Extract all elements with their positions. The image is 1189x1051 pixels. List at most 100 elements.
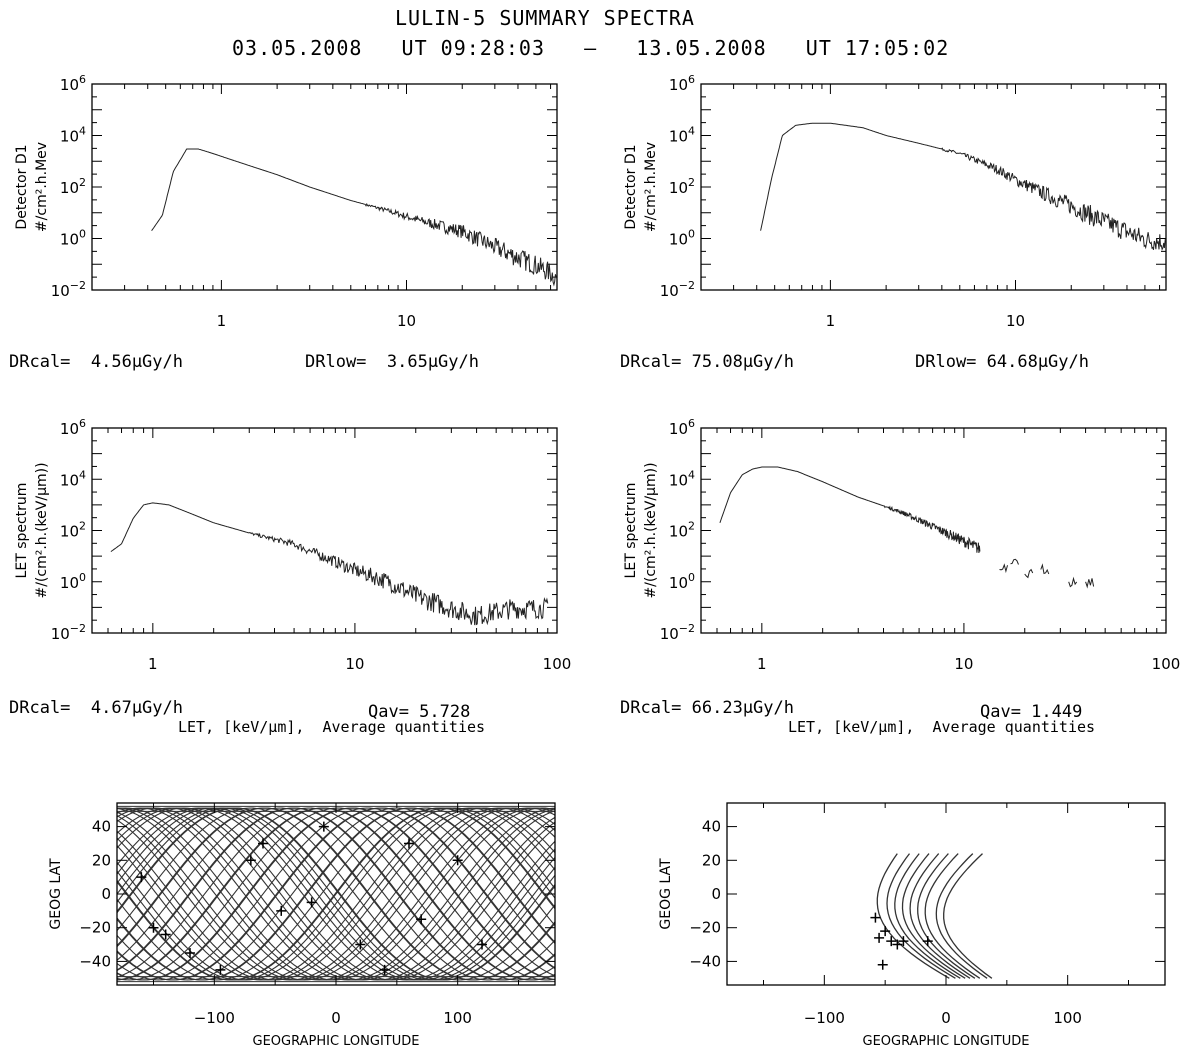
y-tick-label: 104 (60, 468, 86, 489)
plus-marker (379, 964, 390, 975)
y-tick-label: 10−2 (660, 279, 695, 300)
series-line (719, 466, 981, 554)
y-tick-label: −20 (79, 919, 111, 937)
plus-marker (477, 939, 487, 950)
ground-track (117, 807, 555, 981)
ground-track (117, 807, 555, 981)
y-axis-label: #/cm².h.Mev (34, 142, 50, 232)
ground-track (117, 807, 555, 981)
ground-track (117, 807, 555, 981)
ground-track (117, 807, 555, 981)
ground-track (117, 807, 555, 981)
qav-right-let: Qav= 1.449 (980, 702, 1083, 722)
plus-marker (185, 947, 195, 958)
plot-frame (700, 427, 1167, 634)
plus-marker (452, 855, 463, 866)
series-line (110, 502, 549, 626)
x-axis-label: GEOGRAPHIC LONGITUDE (253, 1034, 420, 1049)
panel-let-spectrum-left: 1 10 100 106 104 102 100 10−2 LET spectrum #/(cm²… (14, 417, 571, 673)
y-tick-label: 10−2 (660, 622, 695, 643)
drcal-left-let: DRcal= 4.67μGy/h (9, 698, 183, 718)
x-tick-label: 0 (941, 1009, 951, 1027)
plus-marker (215, 964, 226, 975)
y-axis-label: GEOG LAT (48, 858, 64, 930)
ground-track (117, 807, 555, 981)
qav-left-let: Qav= 5.728 (368, 702, 471, 722)
ground-track (117, 807, 555, 981)
y-tick-label: 20 (702, 851, 721, 869)
ground-track (935, 853, 988, 979)
y-tick-label: 0 (101, 885, 111, 903)
panel-deposited-energy-left: 1 10 106 104 102 100 10−2 Detector D1 #/cm².h.Me… (14, 73, 558, 330)
y-axis-label: #/(cm².h.(keV/μm)) (643, 462, 659, 598)
x-tick-label: 100 (543, 655, 572, 673)
ground-track (117, 807, 555, 981)
plus-marker (922, 936, 933, 947)
x-tick-label: 100 (1053, 1009, 1082, 1027)
y-tick-label: −40 (689, 952, 721, 970)
x-axis-label: GEOGRAPHIC LONGITUDE (863, 1034, 1030, 1049)
x-tick-label: 0 (331, 1009, 341, 1027)
ground-track (117, 807, 555, 981)
ground-track (117, 807, 555, 981)
plus-marker (880, 926, 891, 937)
series-fragment (1040, 563, 1050, 575)
y-tick-label: 40 (92, 818, 111, 836)
plus-marker (892, 939, 903, 950)
y-tick-label: 20 (92, 851, 111, 869)
plus-marker (898, 936, 909, 947)
drcal-right-let: DRcal= 66.23μGy/h (620, 698, 794, 718)
plus-marker (874, 932, 885, 943)
ground-track (901, 853, 966, 979)
x-tick-label: 10 (345, 655, 364, 673)
x-tick-label: 10 (1006, 312, 1025, 330)
y-tick-label: 100 (60, 571, 86, 592)
y-tick-label: 104 (60, 125, 86, 146)
ground-track (117, 807, 555, 981)
y-tick-label: −20 (689, 919, 721, 937)
y-tick-label: 100 (669, 228, 695, 249)
y-tick-label: 102 (60, 176, 86, 197)
let-caption-right: LET, [keV/μm], Average quantities (788, 718, 1096, 736)
x-tick-label: 100 (1152, 655, 1181, 673)
x-tick-label: 1 (826, 312, 836, 330)
ground-track (876, 853, 950, 979)
plus-marker (276, 905, 287, 916)
plot-frame (91, 427, 558, 634)
plus-marker (404, 838, 414, 849)
ground-track (117, 807, 555, 981)
plus-marker (148, 922, 159, 933)
orbit-tracks (117, 805, 555, 983)
x-tick-label: 1 (148, 655, 158, 673)
plus-marker (258, 838, 268, 849)
y-tick-label: 106 (60, 73, 86, 94)
x-tick-label: 100 (443, 1009, 472, 1027)
ground-track (117, 807, 555, 981)
ground-track (117, 807, 555, 981)
y-tick-label: 100 (60, 228, 86, 249)
y-tick-label: 40 (702, 818, 721, 836)
plus-marker (416, 914, 427, 925)
ground-track (117, 807, 555, 981)
plus-marker (355, 939, 366, 950)
panel-let-spectrum-right: 1 10 100 106 104 102 100 10−2 LET spectrum #/(cm²… (623, 417, 1180, 673)
ground-track (917, 853, 976, 979)
x-tick-label: −100 (804, 1009, 845, 1027)
x-tick-label: 10 (954, 655, 973, 673)
y-tick-label: 10−2 (51, 279, 86, 300)
let-caption-left: LET, [keV/μm], Average quantities (178, 718, 486, 736)
series-line (151, 148, 558, 287)
plus-marker (306, 897, 317, 908)
ground-track (909, 853, 971, 979)
y-axis-label: LET spectrum (14, 483, 30, 579)
ground-track (117, 807, 555, 981)
y-axis-label: Detector D1 (623, 144, 639, 229)
ground-track (117, 807, 555, 981)
ground-track (117, 807, 555, 981)
series-fragment (1010, 558, 1019, 565)
y-tick-label: 106 (60, 417, 86, 438)
y-tick-label: 106 (669, 73, 695, 94)
y-tick-label: 102 (669, 176, 695, 197)
drlow-right-energy: DRlow= 64.68μGy/h (915, 352, 1089, 372)
ground-track (117, 807, 555, 981)
